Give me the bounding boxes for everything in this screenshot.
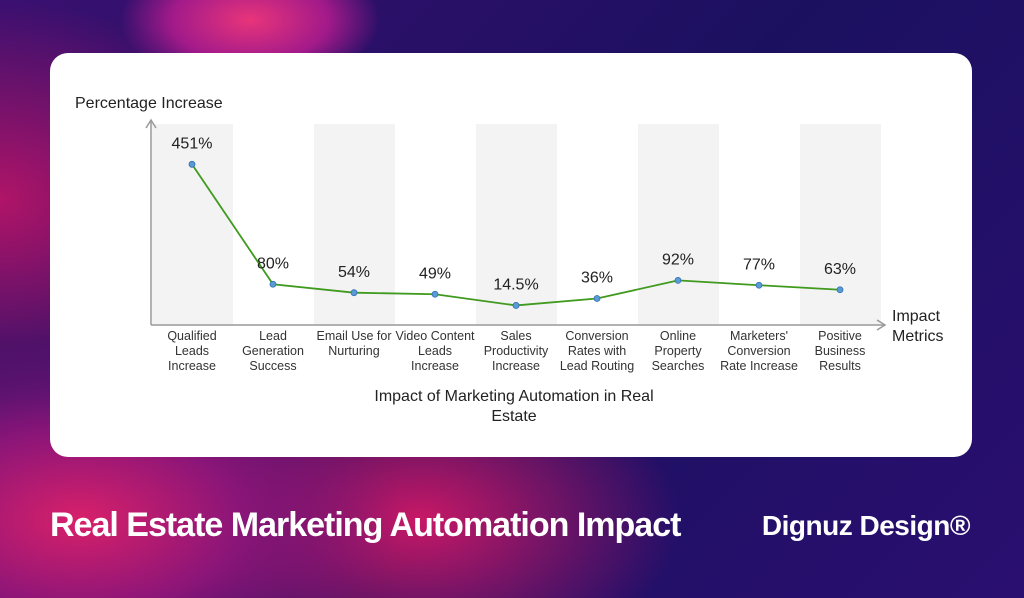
y-axis-title: Percentage Increase (75, 95, 223, 112)
point (512, 302, 520, 309)
footer-brand: Dignuz Design® (761, 510, 971, 541)
point (350, 289, 358, 297)
x-tick-label: Qualified Leads Increase (167, 329, 217, 373)
point (593, 295, 601, 302)
footer-title: Real Estate Marketing Automation Impact (50, 506, 681, 544)
x-axis-title: Impact Metrics (892, 308, 944, 345)
value-label: 14.5% (493, 277, 538, 294)
x-tick-label: Sales Productivity Increase (483, 329, 549, 373)
band (800, 124, 881, 325)
x-tick-label: Lead Generation Success (242, 329, 304, 373)
y-arrow (145, 118, 157, 129)
value-label: 451% (172, 136, 213, 153)
x-tick-label: Email Use for Nurturing (316, 329, 392, 358)
point (188, 160, 196, 168)
x-tick-label: Video Content Leads Increase (395, 329, 475, 373)
bands (152, 124, 881, 325)
x-tick-label: Marketers' Conversion Rate Increase (720, 329, 798, 373)
x-tick-label: Conversion Rates with Lead Routing (559, 329, 635, 373)
band (152, 124, 233, 325)
value-label: 49% (419, 266, 451, 283)
value-label: 77% (743, 256, 775, 273)
value-label: 63% (824, 261, 856, 278)
chart-caption: Impact of Marketing Automation in Real E… (374, 388, 654, 425)
point (431, 290, 439, 298)
value-label: 54% (338, 264, 370, 281)
point (674, 276, 682, 284)
point (836, 286, 844, 294)
x-tick-label: Online Property Searches (651, 329, 705, 373)
x-arrow (876, 319, 887, 331)
axes (145, 118, 887, 331)
band (638, 124, 719, 325)
band (476, 124, 557, 325)
value-label: 80% (257, 255, 289, 272)
value-label: 92% (662, 252, 694, 269)
x-tick-label: Positive Business Results (814, 329, 866, 373)
value-label: 36% (581, 270, 613, 287)
point (755, 281, 763, 289)
point (269, 280, 277, 288)
